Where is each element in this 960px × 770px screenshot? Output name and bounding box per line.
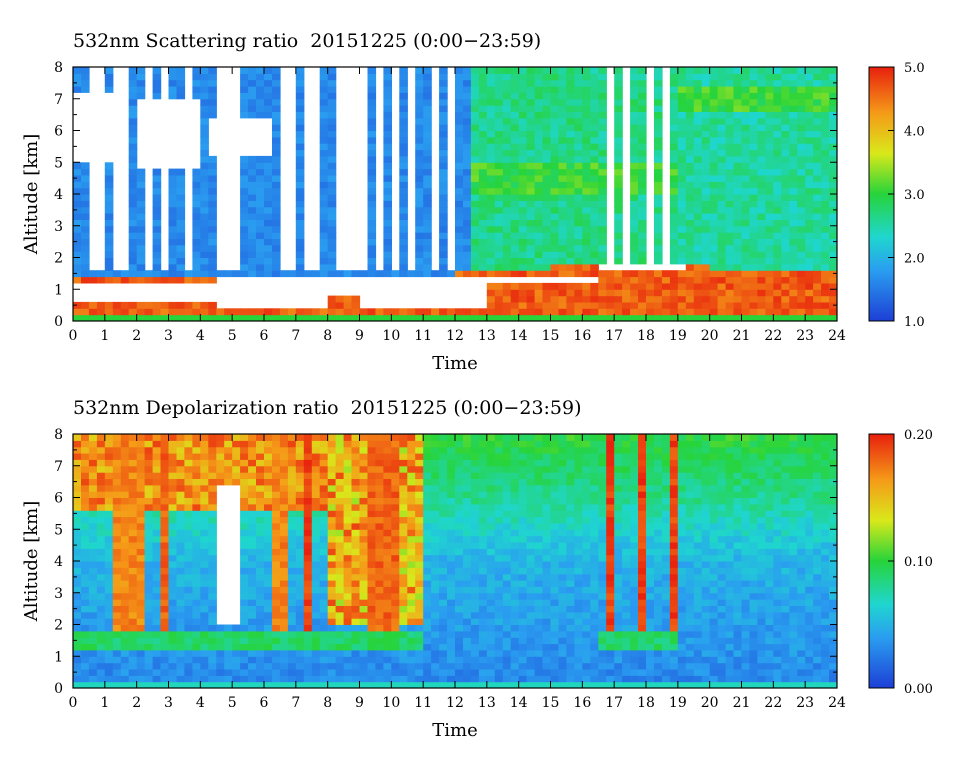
y-tick-label: 0 (54, 314, 63, 330)
x-tick-label: 16 (573, 695, 591, 711)
x-tick-label: 12 (446, 695, 464, 711)
x-tick-label: 22 (764, 328, 782, 344)
x-tick-label: 20 (701, 695, 719, 711)
x-tick-label: 12 (446, 328, 464, 344)
x-tick-label: 3 (164, 328, 173, 344)
x-tick-label: 0 (69, 328, 78, 344)
x-tick-label: 13 (478, 695, 496, 711)
colorbar-tick-label: 0.20 (904, 428, 933, 443)
x-tick-label: 10 (382, 695, 400, 711)
x-tick-label: 7 (291, 328, 300, 344)
x-tick-label: 19 (669, 328, 687, 344)
x-tick-label: 23 (796, 695, 814, 711)
x-tick-label: 2 (132, 328, 141, 344)
y-tick-label: 2 (54, 618, 63, 634)
y-tick-label: 3 (54, 219, 63, 235)
y-axis-title: Altitude [km] (21, 134, 42, 256)
y-tick-label: 6 (54, 124, 63, 140)
x-tick-label: 14 (510, 695, 528, 711)
x-tick-label: 2 (132, 695, 141, 711)
x-tick-label: 1 (100, 695, 109, 711)
x-tick-label: 15 (542, 328, 560, 344)
x-tick-label: 14 (510, 328, 528, 344)
x-tick-label: 7 (291, 695, 300, 711)
colorbar-tick-label: 0.00 (904, 682, 933, 697)
colorbar-tick-label: 2.0 (904, 252, 925, 267)
x-tick-label: 5 (228, 695, 237, 711)
x-tick-label: 8 (323, 695, 332, 711)
y-axis-title: Altitude [km] (21, 501, 42, 623)
x-tick-label: 11 (414, 328, 432, 344)
x-tick-label: 9 (355, 328, 364, 344)
x-tick-label: 6 (260, 328, 269, 344)
x-tick-label: 21 (733, 695, 751, 711)
y-tick-label: 4 (54, 554, 63, 570)
x-tick-label: 13 (478, 328, 496, 344)
x-tick-label: 3 (164, 695, 173, 711)
x-tick-label: 18 (637, 695, 655, 711)
x-axis-title: Time (432, 720, 477, 741)
x-tick-label: 19 (669, 695, 687, 711)
x-tick-label: 11 (414, 695, 432, 711)
y-tick-label: 8 (54, 427, 63, 443)
y-tick-label: 8 (54, 60, 63, 76)
x-tick-label: 23 (796, 328, 814, 344)
y-tick-label: 5 (54, 522, 63, 538)
x-tick-label: 18 (637, 328, 655, 344)
chart1-title: 532nm Scattering ratio 20151225 (0:00−23… (73, 30, 542, 52)
y-tick-label: 7 (54, 459, 63, 475)
colorbar-tick-label: 3.0 (904, 188, 925, 203)
x-tick-label: 17 (605, 328, 623, 344)
x-tick-label: 17 (605, 695, 623, 711)
x-tick-label: 15 (542, 695, 560, 711)
x-tick-label: 24 (828, 328, 846, 344)
x-tick-label: 9 (355, 695, 364, 711)
y-tick-label: 7 (54, 92, 63, 108)
y-tick-label: 3 (54, 586, 63, 602)
x-tick-label: 4 (196, 328, 205, 344)
colorbar-tick-label: 4.0 (904, 125, 925, 140)
x-tick-label: 0 (69, 695, 78, 711)
colorbar-tick-label: 0.10 (904, 555, 933, 570)
chart2-title: 532nm Depolarization ratio 20151225 (0:0… (73, 397, 582, 419)
x-tick-label: 5 (228, 328, 237, 344)
x-tick-label: 6 (260, 695, 269, 711)
y-tick-label: 2 (54, 251, 63, 267)
x-tick-label: 1 (100, 328, 109, 344)
y-tick-label: 5 (54, 155, 63, 171)
x-axis-title: Time (432, 353, 477, 374)
y-tick-label: 4 (54, 187, 63, 203)
x-tick-label: 16 (573, 328, 591, 344)
x-tick-label: 24 (828, 695, 846, 711)
colorbar-tick-label: 5.0 (904, 61, 925, 76)
depolarization-ratio-heatmap (73, 434, 837, 688)
y-tick-label: 1 (54, 649, 63, 665)
x-tick-label: 4 (196, 695, 205, 711)
x-tick-label: 10 (382, 328, 400, 344)
scattering-ratio-heatmap (73, 67, 837, 321)
colorbar-tick-label: 1.0 (904, 315, 925, 330)
x-tick-label: 21 (733, 328, 751, 344)
y-tick-label: 0 (54, 681, 63, 697)
y-tick-label: 1 (54, 282, 63, 298)
x-tick-label: 8 (323, 328, 332, 344)
x-tick-label: 20 (701, 328, 719, 344)
y-tick-label: 6 (54, 491, 63, 507)
x-tick-label: 22 (764, 695, 782, 711)
